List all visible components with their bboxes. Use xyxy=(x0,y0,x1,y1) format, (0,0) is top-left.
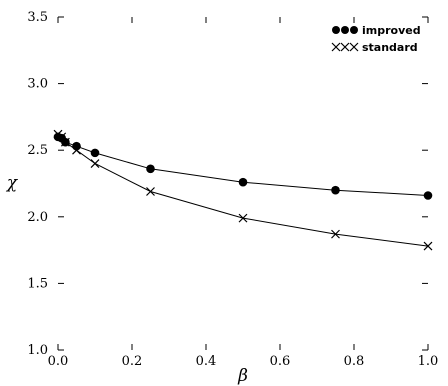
legend: improved standard xyxy=(331,24,421,54)
legend-label: standard xyxy=(362,41,418,54)
series-improved xyxy=(53,132,433,200)
y-tick-label: 3.5 xyxy=(27,10,48,25)
y-tick-label: 1.0 xyxy=(27,343,48,358)
x-tick-label: 0.6 xyxy=(270,354,291,369)
data-point-x xyxy=(349,42,359,52)
data-point-x xyxy=(53,129,63,139)
y-tick-label: 1.5 xyxy=(27,276,48,291)
axis-ticks xyxy=(57,16,429,351)
x-tick-label: 1.0 xyxy=(418,354,439,369)
data-point-x xyxy=(72,145,81,155)
data-point-x xyxy=(331,42,341,52)
y-tick-label: 2.5 xyxy=(27,143,48,158)
series-line xyxy=(57,133,429,247)
legend-item-standard: standard xyxy=(331,41,418,54)
data-point-x xyxy=(90,159,100,168)
legend-item-improved: improved xyxy=(332,24,421,37)
data-point-x xyxy=(238,213,248,223)
data-point-circle xyxy=(341,26,349,34)
data-point-x xyxy=(60,137,70,147)
series-layer xyxy=(53,129,433,251)
x-tick-label: 0.8 xyxy=(344,354,365,369)
y-tick-labels: 1.0 1.5 2.0 2.5 3.0 3.5 xyxy=(27,10,48,358)
y-tick-label: 2.0 xyxy=(27,210,48,225)
legend-label: improved xyxy=(362,24,421,37)
series-standard xyxy=(53,129,433,251)
x-tick-label: 0.2 xyxy=(122,354,143,369)
x-tick-labels: 0.0 0.2 0.4 0.6 0.8 1.0 xyxy=(48,354,439,369)
data-point-x xyxy=(331,229,340,239)
data-point-circle xyxy=(350,26,358,34)
x-axis-title: β xyxy=(237,366,248,386)
x-tick-label: 0.0 xyxy=(48,354,69,369)
data-point-x xyxy=(423,241,433,251)
data-point-circle xyxy=(332,26,340,34)
data-point-x xyxy=(340,42,350,52)
data-point-circle xyxy=(72,141,81,151)
y-axis-title: χ xyxy=(6,173,19,193)
series-line xyxy=(57,136,429,196)
data-point-x xyxy=(146,187,155,196)
data-point-circle xyxy=(423,191,433,200)
data-point-circle xyxy=(90,148,100,158)
data-point-circle xyxy=(331,185,340,195)
data-point-circle xyxy=(238,177,248,187)
data-point-x xyxy=(57,132,67,142)
x-tick-label: 0.4 xyxy=(196,354,217,369)
y-tick-label: 3.0 xyxy=(27,77,48,92)
data-point-circle xyxy=(146,164,155,174)
